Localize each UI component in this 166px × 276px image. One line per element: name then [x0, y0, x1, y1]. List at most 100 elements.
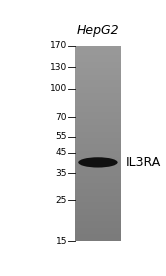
Bar: [75, 201, 121, 202]
Bar: [75, 200, 121, 201]
Bar: [75, 239, 121, 240]
Bar: [75, 157, 121, 158]
Bar: [75, 167, 121, 168]
Bar: [75, 223, 121, 224]
Bar: [75, 155, 121, 156]
Text: 35: 35: [56, 169, 67, 178]
Bar: [75, 125, 121, 126]
Bar: [75, 240, 121, 241]
Bar: [75, 86, 121, 87]
Bar: [75, 208, 121, 209]
Bar: [75, 160, 121, 161]
Bar: [75, 114, 121, 115]
Bar: [75, 230, 121, 231]
Bar: [75, 135, 121, 136]
Ellipse shape: [78, 157, 118, 168]
Bar: [75, 113, 121, 114]
Bar: [75, 203, 121, 204]
Bar: [75, 186, 121, 187]
Bar: [75, 225, 121, 226]
Bar: [75, 78, 121, 79]
Bar: [75, 73, 121, 74]
Bar: [75, 137, 121, 138]
Bar: [75, 187, 121, 188]
Bar: [75, 190, 121, 191]
Bar: [75, 75, 121, 76]
Bar: [75, 170, 121, 171]
Bar: [75, 122, 121, 123]
Bar: [75, 99, 121, 100]
Text: IL3RA: IL3RA: [126, 156, 162, 169]
Bar: [75, 102, 121, 103]
Bar: [75, 229, 121, 230]
Bar: [75, 128, 121, 129]
Bar: [75, 189, 121, 190]
Bar: [75, 79, 121, 80]
Bar: [75, 95, 121, 96]
Bar: [75, 171, 121, 172]
Bar: [75, 105, 121, 106]
Bar: [75, 228, 121, 229]
Bar: [75, 212, 121, 213]
Bar: [75, 192, 121, 193]
Bar: [75, 231, 121, 232]
Bar: [75, 117, 121, 118]
Bar: [75, 185, 121, 186]
Bar: [75, 184, 121, 185]
Bar: [75, 141, 121, 142]
Text: 25: 25: [56, 196, 67, 205]
Bar: [75, 111, 121, 112]
Bar: [75, 61, 121, 62]
Bar: [75, 224, 121, 225]
Bar: [75, 126, 121, 127]
Bar: [75, 119, 121, 120]
Bar: [75, 60, 121, 61]
Bar: [75, 182, 121, 183]
Bar: [75, 109, 121, 110]
Bar: [75, 199, 121, 200]
Bar: [75, 85, 121, 86]
Bar: [75, 220, 121, 221]
Bar: [75, 165, 121, 166]
Bar: [75, 175, 121, 176]
Bar: [75, 193, 121, 194]
Bar: [75, 116, 121, 117]
Bar: [75, 140, 121, 141]
Bar: [75, 66, 121, 67]
Bar: [75, 188, 121, 189]
Bar: [75, 96, 121, 97]
Bar: [75, 215, 121, 216]
Bar: [75, 150, 121, 151]
Bar: [75, 51, 121, 52]
Bar: [75, 198, 121, 199]
Bar: [75, 176, 121, 177]
Bar: [75, 233, 121, 234]
Bar: [75, 196, 121, 197]
Bar: [75, 107, 121, 108]
Bar: [75, 180, 121, 181]
Bar: [75, 183, 121, 184]
Bar: [75, 164, 121, 165]
Bar: [75, 195, 121, 196]
Bar: [75, 222, 121, 223]
Bar: [75, 237, 121, 238]
Bar: [75, 146, 121, 147]
Text: 170: 170: [50, 41, 67, 51]
Bar: [75, 173, 121, 174]
Bar: [75, 145, 121, 146]
Bar: [75, 121, 121, 122]
Text: 130: 130: [50, 63, 67, 72]
Bar: [75, 67, 121, 68]
Bar: [75, 106, 121, 107]
Bar: [75, 217, 121, 218]
Bar: [75, 138, 121, 139]
Bar: [75, 70, 121, 71]
Bar: [75, 89, 121, 90]
Bar: [75, 147, 121, 148]
Bar: [75, 91, 121, 92]
Bar: [75, 221, 121, 222]
Bar: [75, 97, 121, 98]
Bar: [75, 191, 121, 192]
Bar: [75, 204, 121, 205]
Bar: [75, 134, 121, 135]
